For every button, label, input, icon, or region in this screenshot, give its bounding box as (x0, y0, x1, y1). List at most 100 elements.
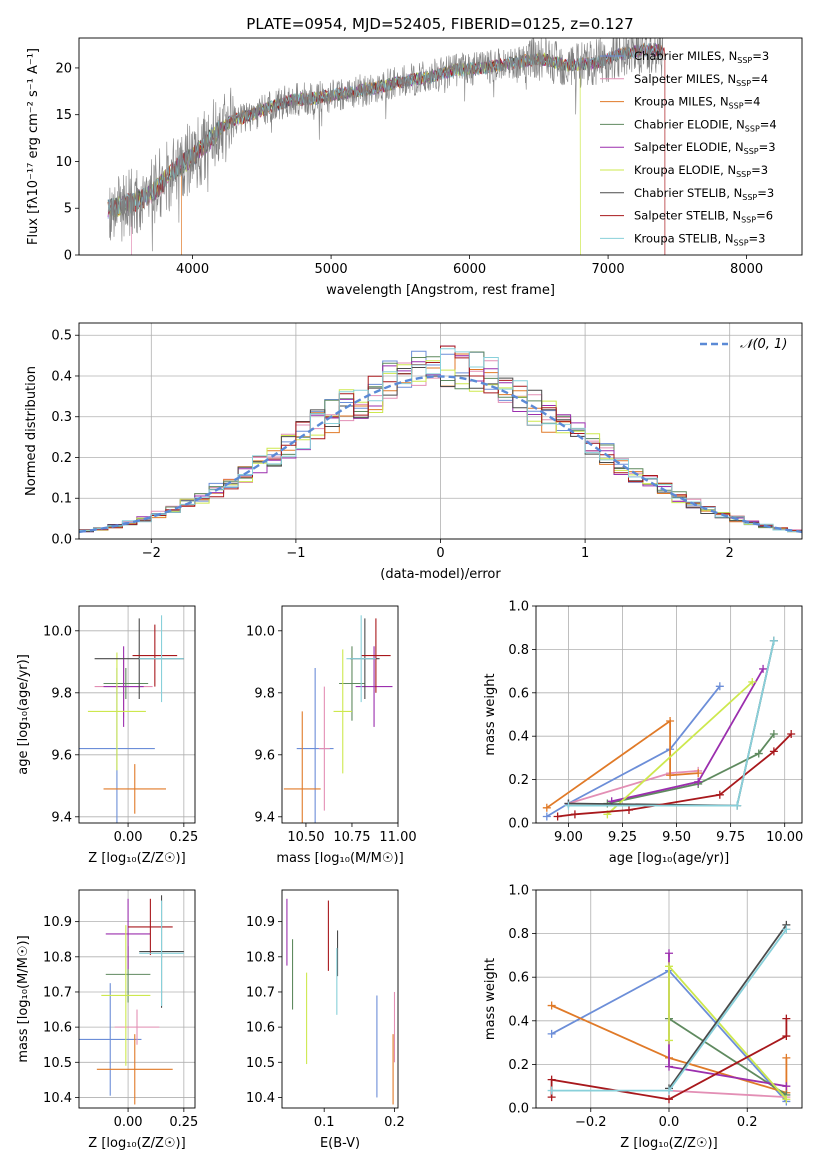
spectrum-ytick-label: 15 (55, 108, 72, 123)
spectrum-model-kroupa-elodie (107, 52, 581, 255)
legend-label-kroupa-stelib: Kroupa STELIB, NSSP=3 (634, 231, 765, 247)
mass-vs-Z-ytick-label: 10.4 (43, 1091, 72, 1106)
age-vs-Z-points (79, 615, 184, 823)
data-point-marker (782, 1032, 791, 1041)
spectrum-panel: 4000 5000 6000 7000 8000 0 5 10 15 20 wavelength [… (26, 37, 803, 298)
mass-vs-ebv-ytick-label: 10.6 (246, 1021, 275, 1036)
weight-vs-age-series (542, 636, 796, 821)
residuals-ylabel: Normed distribution (24, 366, 39, 496)
weight-vs-age-series-kroupa-elodie (603, 677, 757, 819)
weight-vs-age-xtick-label: 9.00 (554, 830, 583, 845)
mass-vs-Z-ytick-label: 10.9 (43, 915, 72, 930)
weight-vs-Z-panel: −0.2 0.0 0.2 0.0 0.2 0.4 0.6 0.8 1.0 Z [log₁₀(Z/Z… (483, 884, 803, 1151)
weight-vs-age-series-chabrier-miles (542, 682, 724, 821)
age-vs-mass-errorbar-kroupa-elodie (333, 649, 352, 774)
weight-vs-age-xtick-label: 10.00 (766, 830, 803, 845)
mass-vs-ebv-xlabel: E(B-V) (320, 1136, 360, 1151)
mass-vs-Z-errorbar-salpeter-miles (114, 1009, 160, 1045)
mass-vs-ebv-xtick-label: 0.2 (384, 1115, 405, 1130)
series-line (668, 1089, 787, 1098)
mass-vs-ebv-ytick-label: 10.4 (246, 1091, 275, 1106)
age-vs-Z-errorbar-chabrier-elodie (103, 668, 149, 699)
age-vs-Z-ytick-label: 10.0 (43, 624, 72, 639)
data-point-marker (547, 1086, 556, 1095)
weight-vs-age-xtick-label: 9.25 (608, 830, 637, 845)
weight-vs-age-series-kroupa-miles (542, 717, 703, 812)
data-point-marker (769, 747, 778, 756)
weight-vs-Z-xtick-label: −0.2 (575, 1115, 607, 1130)
data-point-marker (547, 1029, 556, 1038)
weight-vs-Z-xtick-label: 0.2 (737, 1115, 758, 1130)
age-vs-Z-errorbar-salpeter-elodie (103, 646, 144, 727)
age-vs-Z-panel: 0.00 0.25 9.4 9.6 9.8 10.0 Z [log₁₀(Z/Z☉)] age … (16, 605, 198, 866)
mass-vs-Z-xlabel: Z [log₁₀(Z/Z☉)] (88, 1136, 185, 1151)
age-vs-mass-points (283, 615, 393, 823)
age-vs-Z-ytick-label: 9.6 (51, 748, 72, 763)
weight-vs-Z-ytick-label: 0.6 (508, 971, 529, 986)
mass-vs-Z-errorbar-salpeter-stelib (128, 898, 173, 956)
weight-vs-Z-ytick-label: 0.8 (508, 927, 529, 942)
weight-vs-Z-ytick-label: 0.0 (508, 1102, 529, 1117)
legend-label-kroupa-miles: Kroupa MILES, NSSP=4 (634, 95, 760, 111)
spectrum-xtick-label: 5000 (315, 262, 348, 277)
residuals-xlabel: (data-model)/error (380, 567, 501, 582)
data-point-marker (782, 1014, 791, 1023)
series-line (668, 924, 788, 1089)
age-vs-mass-errorbar-kroupa-miles (283, 711, 321, 823)
legend-label-chabrier-miles: Chabrier MILES, NSSP=3 (634, 49, 769, 65)
data-point-marker (665, 1036, 673, 1045)
data-point-marker (665, 1086, 673, 1095)
series-line (606, 681, 753, 815)
weight-vs-Z-series-chabrier-stelib (665, 920, 791, 1093)
weight-vs-age-series-salpeter-stelib (553, 730, 796, 821)
data-point-marker (782, 925, 791, 934)
residual-histograms (79, 345, 802, 535)
data-point-marker (570, 810, 579, 819)
data-point-marker (665, 949, 673, 958)
age-vs-Z-errorbar-salpeter-stelib (132, 624, 178, 687)
mass-vs-Z-xtick-label: 0.00 (114, 1115, 143, 1130)
mass-vs-Z-ytick-label: 10.7 (43, 985, 72, 1000)
data-point-marker (782, 1053, 791, 1062)
data-point-marker (665, 1095, 673, 1104)
mass-vs-Z-xtick-label: 0.25 (169, 1115, 198, 1130)
data-point-marker (547, 1001, 556, 1010)
series-line (546, 719, 699, 809)
data-point-marker (733, 801, 742, 810)
weight-vs-age-ytick-label: 0.8 (508, 643, 529, 658)
weight-vs-Z-ylabel: mass weight (483, 958, 498, 1040)
data-point-marker (624, 805, 633, 814)
age-vs-mass-ytick-label: 10.0 (246, 624, 275, 639)
spectrum-xtick-label: 8000 (730, 262, 763, 277)
mass-vs-Z-errorbar-salpeter-elodie (105, 898, 151, 970)
age-vs-mass-errorbar-salpeter-stelib (361, 618, 391, 693)
residuals-xtick-label: 2 (726, 546, 734, 561)
spectrum-ytick-label: 5 (64, 202, 72, 217)
residuals-ytick-label: 0.4 (51, 369, 72, 384)
series-line (551, 1004, 788, 1094)
age-vs-mass-errorbar-salpeter-elodie (355, 646, 393, 727)
data-point-marker (666, 717, 675, 726)
age-vs-Z-xtick-label: 0.00 (114, 830, 143, 845)
weight-vs-Z-series-salpeter-stelib (547, 1014, 791, 1104)
weight-vs-Z-frame (535, 889, 803, 1109)
legend-gaussian-label: 𝒩(0, 1) (740, 337, 787, 352)
data-point-marker (564, 801, 573, 810)
age-vs-Z-xlabel: Z [log₁₀(Z/Z☉)] (88, 851, 185, 866)
data-point-marker (666, 771, 675, 780)
data-point-marker (769, 636, 778, 645)
data-point-marker (782, 1095, 791, 1104)
age-vs-mass-panel: 10.50 10.75 11.00 9.4 9.6 9.8 10.0 mass [log₁₀(… (246, 605, 417, 866)
age-vs-Z-xtick-label: 0.25 (169, 830, 198, 845)
age-vs-mass-ytick-label: 9.8 (254, 686, 275, 701)
series-line (546, 685, 721, 818)
mass-vs-Z-frame (78, 889, 196, 1109)
weight-vs-age-series-salpeter-elodie (607, 664, 768, 806)
gaussian-curve (79, 375, 802, 534)
weight-vs-age-ytick-label: 0.6 (508, 686, 529, 701)
mass-vs-Z-ytick-label: 10.6 (43, 1021, 72, 1036)
data-point-marker (694, 777, 703, 786)
age-vs-mass-ytick-label: 9.4 (254, 810, 275, 825)
data-point-marker (665, 962, 673, 971)
